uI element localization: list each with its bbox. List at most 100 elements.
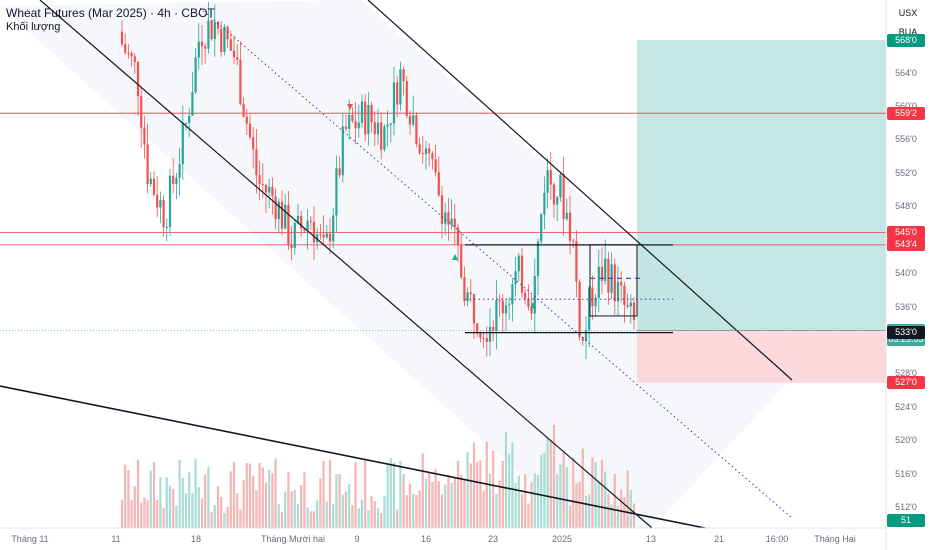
candle [178, 164, 181, 178]
candle [159, 200, 162, 208]
volume-bar [581, 448, 584, 528]
volume-bar [610, 504, 613, 528]
price-tick-label: 552'0 [895, 167, 917, 178]
volume-bar [293, 490, 296, 528]
candle [168, 175, 172, 228]
candle [380, 122, 383, 150]
candle [156, 194, 159, 208]
volume-bar [274, 458, 277, 528]
candle [338, 168, 341, 176]
volume-bar [559, 464, 562, 528]
volume-bar [223, 512, 226, 528]
volume-bar [431, 482, 434, 528]
volume-bar [127, 470, 130, 528]
candle [120, 31, 124, 45]
candle [405, 81, 408, 116]
candle [549, 170, 552, 185]
candle [223, 26, 226, 52]
volume-bar [460, 475, 463, 528]
candle [504, 305, 508, 314]
volume-bar [575, 483, 578, 528]
drawings [0, 0, 886, 529]
candle [284, 204, 287, 229]
volume-bar [248, 463, 252, 528]
volume-bar [533, 473, 536, 528]
candle [453, 218, 456, 228]
candle [165, 227, 168, 229]
volume-bar [524, 474, 527, 528]
candle [290, 245, 293, 248]
candle [130, 52, 133, 57]
volume-bar [341, 494, 344, 528]
time-tick-label: 18 [190, 534, 202, 544]
volume-bar [463, 478, 466, 528]
candle [456, 227, 460, 246]
time-tick-label: 23 [487, 534, 499, 544]
candle [242, 103, 245, 117]
candle [136, 61, 140, 97]
volume-bar [373, 501, 376, 528]
volume-bar [488, 473, 492, 528]
target-zone [637, 40, 886, 331]
price-tick-label: 520'0 [895, 435, 917, 446]
candle [280, 201, 284, 229]
volume-bar [632, 503, 636, 528]
candle [258, 175, 261, 184]
candle [245, 116, 248, 124]
volume-bar [303, 472, 306, 528]
candle [408, 115, 412, 125]
candle [293, 222, 296, 248]
volume-bar [527, 503, 530, 528]
volume-bar [543, 452, 546, 528]
volume-bar [213, 504, 216, 528]
candle [213, 21, 216, 40]
volume-indicator-label[interactable]: Khối lượng [6, 21, 61, 33]
volume-bar [530, 482, 533, 528]
candle [386, 124, 389, 127]
volume-bar [367, 510, 370, 528]
volume-bar [261, 467, 264, 528]
candle [239, 59, 242, 104]
volume-bar [370, 496, 373, 528]
volume-bar [504, 432, 508, 528]
candle [498, 300, 501, 302]
chart-title[interactable]: Wheat Futures (Mar 2025) · 4h · CBOT [6, 6, 215, 20]
volume-bar [194, 458, 197, 528]
volume-bar [184, 493, 188, 528]
candle [488, 326, 492, 342]
candle [546, 170, 549, 193]
volume-bar [188, 472, 191, 528]
volume-bar [501, 460, 504, 528]
time-tick-label: Tháng Mười hai [261, 534, 325, 544]
volume-bar [380, 512, 383, 528]
volume-bar [287, 472, 290, 528]
candle [437, 172, 440, 196]
volume-bar [594, 462, 597, 528]
volume-bar [620, 489, 623, 528]
signal-up-marker [452, 254, 458, 260]
volume-bar [338, 474, 341, 528]
volume-bar [226, 507, 229, 528]
volume-bar [168, 485, 172, 528]
candle [620, 281, 623, 286]
volume-bar [498, 480, 501, 528]
candle [476, 323, 479, 334]
candle [149, 178, 152, 184]
volume-bar [588, 494, 591, 528]
candle [325, 233, 328, 238]
price-badge: 51 [887, 514, 925, 528]
candle [632, 302, 636, 321]
volume-bar [376, 507, 380, 528]
volume-bar [319, 478, 322, 528]
volume-bar [565, 467, 568, 528]
candle [277, 201, 280, 220]
candle [261, 183, 264, 186]
volume-bar [437, 481, 440, 528]
scale-mode[interactable]: BUA [898, 27, 918, 37]
volume-bar [604, 471, 607, 528]
volume-bar [322, 460, 325, 528]
volume-bar [143, 497, 146, 528]
currency-unit[interactable]: USX [898, 8, 918, 18]
candle [204, 46, 207, 49]
